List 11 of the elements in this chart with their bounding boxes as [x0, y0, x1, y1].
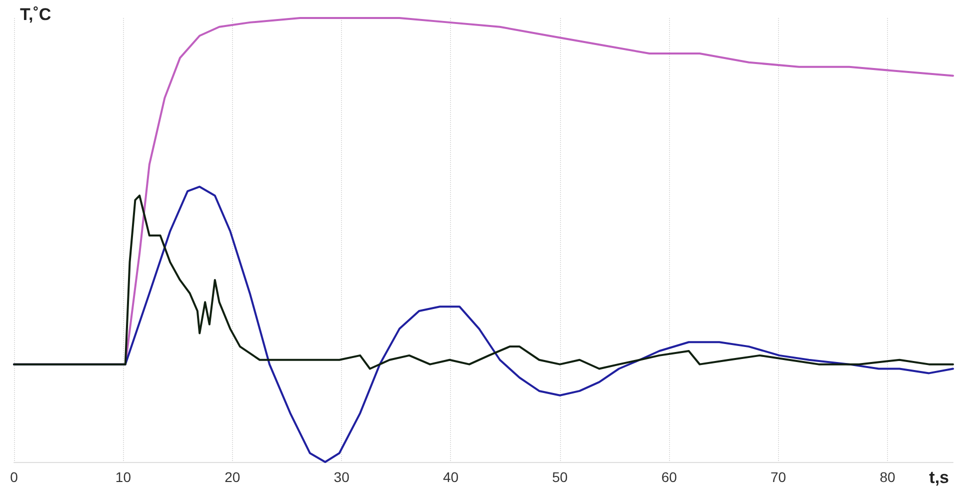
x-tick-label: 20 — [224, 469, 240, 485]
x-tick-label: 50 — [552, 469, 568, 485]
x-tick-label: 80 — [880, 469, 896, 485]
x-tick-label: 60 — [661, 469, 678, 485]
x-tick-label: 10 — [115, 469, 132, 485]
x-tick-label: 30 — [334, 469, 350, 485]
x-tick-label: 0 — [10, 469, 18, 485]
x-axis-title: t,s — [929, 468, 950, 487]
y-axis-title: T,˚C — [20, 5, 52, 24]
x-tick-label: 40 — [442, 469, 459, 485]
x-tick-label: 70 — [770, 469, 786, 485]
